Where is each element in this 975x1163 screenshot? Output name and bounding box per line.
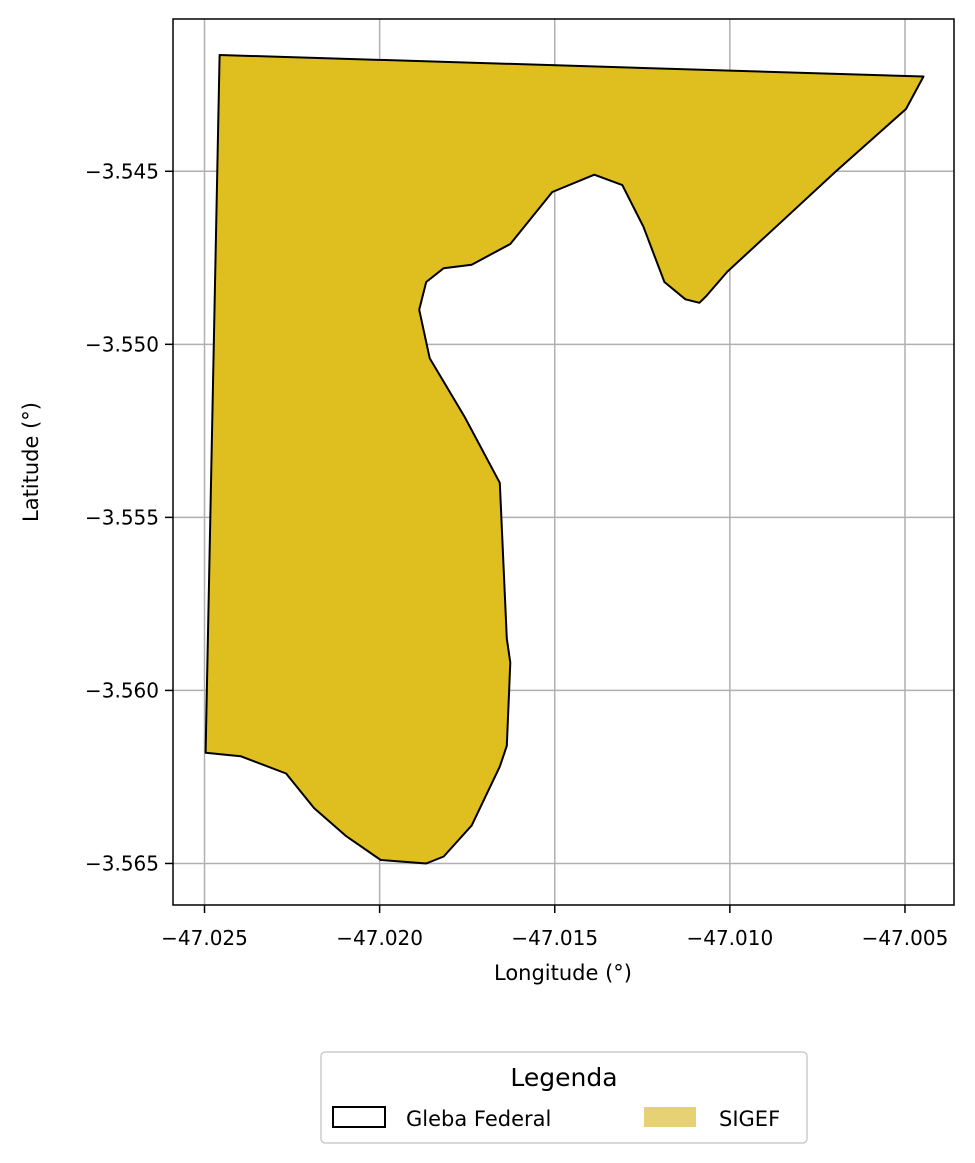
x-tick-label: −47.010 [686,926,773,950]
x-tick-label: −47.005 [862,926,949,950]
y-axis-ticks: −3.545 −3.550 −3.555 −3.560 −3.565 [85,159,173,875]
x-tick-label: −47.015 [511,926,598,950]
polygon-sigef [204,54,925,865]
x-axis-ticks: −47.025 −47.020 −47.015 −47.010 −47.005 [161,905,948,950]
x-axis-label: Longitude (°) [494,961,632,985]
y-axis-label: Latitude (°) [19,402,43,522]
y-tick-label: −3.565 [85,851,159,875]
legend-label-gleba-federal: Gleba Federal [406,1107,551,1131]
x-tick-label: −47.020 [336,926,423,950]
map-polygons [204,54,925,865]
y-tick-label: −3.550 [85,332,159,356]
y-tick-label: −3.545 [85,159,159,183]
legend-title: Legenda [510,1063,617,1092]
x-tick-label: −47.025 [161,926,248,950]
legend-swatch-sigef [644,1107,696,1127]
legend-label-sigef: SIGEF [719,1107,780,1131]
y-tick-label: −3.555 [85,505,159,529]
plot-frame [172,18,955,906]
y-tick-label: −3.560 [85,678,159,702]
legend-swatch-gleba-federal [332,1106,386,1128]
legend: Legenda Gleba Federal SIGEF [320,1051,808,1144]
